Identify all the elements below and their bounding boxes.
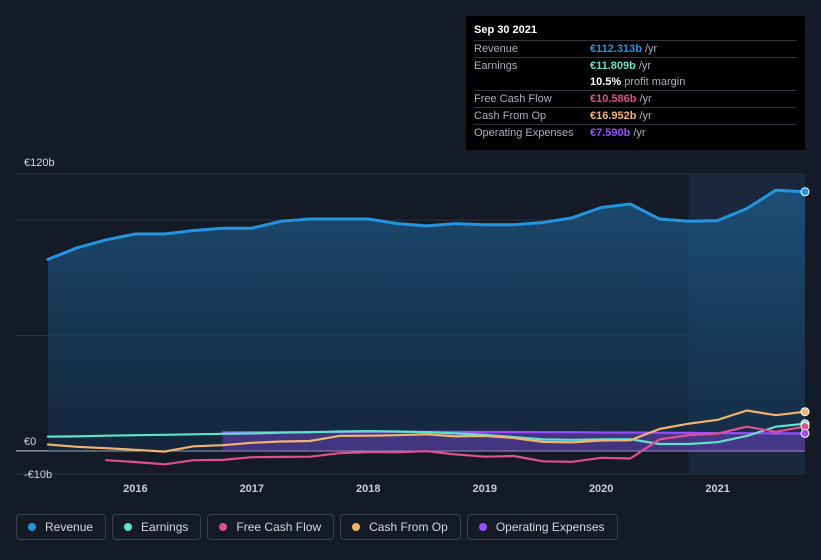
tooltip-row-revenue: Revenue €112.313b /yr [474, 41, 797, 58]
y-axis-label: -€10b [24, 469, 52, 481]
financial-history-chart: €120b €0 -€10b 2016 2017 2018 2019 2020 2021 [16, 157, 810, 495]
legend-dot-icon [124, 523, 133, 531]
tooltip-unit: profit margin [624, 76, 686, 88]
revenue-end-marker [800, 187, 810, 197]
legend-toggle-earnings[interactable]: Earnings [112, 514, 202, 540]
tooltip-label: Operating Expenses [474, 127, 574, 139]
tooltip-label: Free Cash Flow [474, 93, 552, 105]
x-axis-tick-label: 2020 [589, 483, 613, 495]
tooltip-value: €11.809b [590, 60, 636, 72]
y-axis-label: €120b [24, 157, 55, 169]
x-axis-tick-label: 2019 [472, 483, 496, 495]
revenue-line [46, 188, 807, 261]
earnings-line [46, 422, 807, 446]
x-axis-tick-label: 2016 [123, 483, 147, 495]
tooltip-date: Sep 30 2021 [474, 22, 797, 41]
x-axis-tick-label: 2018 [356, 483, 380, 495]
tooltip-value: 10.5% [590, 76, 622, 88]
tooltip-row-operating-expenses: Operating Expenses €7.590b /yr [474, 125, 797, 141]
tooltip-row-profit-margin: 10.5% profit margin [474, 74, 797, 91]
tooltip-unit: /yr [633, 127, 646, 139]
tooltip-label: Revenue [474, 43, 519, 55]
x-axis-tick-label: 2021 [705, 483, 729, 495]
tooltip-label [474, 74, 590, 90]
tooltip-value: €10.586b [590, 93, 637, 105]
legend-dot-icon [352, 523, 361, 531]
x-axis-tick-label: 2017 [240, 483, 264, 495]
tooltip-unit: /yr [639, 93, 652, 105]
tooltip-unit: /yr [645, 43, 658, 55]
legend-toggle-cash-from-op[interactable]: Cash From Op [340, 514, 461, 540]
legend-dot-icon [28, 523, 36, 531]
legend-toggle-revenue[interactable]: Revenue [16, 514, 107, 540]
legend-dot-icon [478, 523, 487, 531]
legend-toggle-operating-expenses[interactable]: Operating Expenses [466, 514, 618, 540]
tooltip-row-earnings: Earnings €11.809b /yr [474, 58, 797, 74]
legend-label: Earnings [141, 520, 189, 534]
legend-label: Free Cash Flow [236, 520, 322, 534]
legend-dot-icon [219, 523, 228, 531]
tooltip-row-free-cash-flow: Free Cash Flow €10.586b /yr [474, 91, 797, 108]
data-tooltip: Sep 30 2021 Revenue €112.313b /yr Earnin… [466, 16, 805, 150]
tooltip-unit: /yr [639, 110, 652, 122]
y-axis-label: €0 [24, 436, 36, 448]
legend-label: Operating Expenses [495, 520, 605, 534]
revenue-area [48, 190, 805, 451]
operating-expenses-end-marker [800, 428, 810, 438]
legend-label: Cash From Op [369, 520, 448, 534]
tooltip-value: €7.590b [590, 127, 631, 139]
tooltip-row-cash-from-op: Cash From Op €16.952b /yr [474, 108, 797, 125]
legend-label: Revenue [45, 520, 94, 534]
chart-legend: Revenue Earnings Free Cash Flow Cash Fro… [16, 514, 618, 540]
free-cash-flow-line [105, 425, 807, 466]
tooltip-value: €16.952b [590, 110, 637, 122]
tooltip-label: Earnings [474, 60, 518, 72]
tooltip-value: €112.313b [590, 43, 642, 55]
legend-toggle-free-cash-flow[interactable]: Free Cash Flow [207, 514, 335, 540]
tooltip-unit: /yr [638, 60, 652, 72]
tooltip-label: Cash From Op [474, 110, 547, 122]
cash-from-op-line [46, 409, 807, 453]
cash-from-op-end-marker [800, 407, 810, 417]
